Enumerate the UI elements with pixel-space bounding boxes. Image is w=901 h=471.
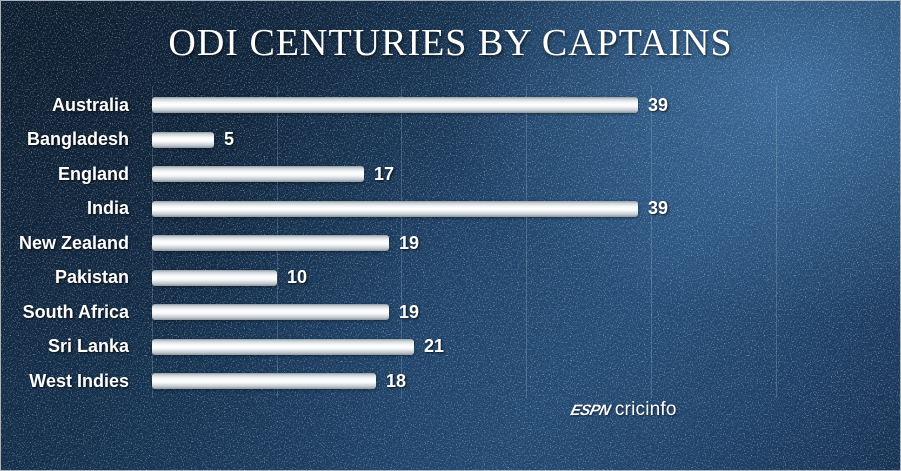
bar-track: 39 [152,198,900,218]
chart-row: Australia 39 [1,90,900,120]
bar-track: 5 [152,129,900,149]
gridline-50 [775,86,777,398]
value-label: 17 [374,163,395,184]
bar-track: 18 [152,370,900,391]
category-label: West Indies [29,370,129,391]
value-label: 39 [648,94,669,115]
gridline-30 [526,86,528,398]
gridline-20 [401,86,403,398]
bar [152,235,389,251]
bar [152,200,638,217]
espncricinfo-logo: ESPN cricinfo [568,399,677,421]
espn-logo: ESPN [568,401,612,419]
chart-row: Pakistan 10 [1,263,900,293]
value-label: 19 [399,232,420,253]
bar [152,166,364,182]
category-label: Sri Lanka [47,336,129,356]
bar [152,269,277,286]
category-label: Australia [51,94,129,115]
bar-track: 19 [152,301,900,322]
category-label: Bangladesh [26,129,129,149]
chart-row: South Africa 19 [1,297,900,327]
bar [152,97,638,113]
category-label: Pakistan [54,267,129,287]
category-label: South Africa [22,301,129,322]
chart-row: Bangladesh 5 [1,125,900,155]
value-label: 39 [648,198,669,218]
cricinfo-logo: cricinfo [614,399,677,420]
value-label: 21 [424,336,445,356]
chart-title: ODI CENTURIES BY CAPTAINS [168,22,733,64]
value-label: 10 [287,267,308,287]
bar [152,131,214,148]
plot-area: Australia 39 Bangladesh 5 England 17 India 39 Ne… [1,86,900,398]
bar-track: 10 [152,267,900,287]
category-label: New Zealand [18,232,129,253]
chart-row: West Indies 18 [1,366,900,396]
chart-row: India 39 [1,194,900,224]
value-label: 5 [224,129,235,149]
gridline-40 [650,86,652,398]
bar [152,338,414,355]
bar [152,373,376,389]
chart-row: England 17 [1,159,900,189]
category-label: India [86,198,129,218]
chart-row: New Zealand 19 [1,228,900,258]
bar-track: 19 [152,232,900,253]
bar-track: 21 [152,336,900,356]
value-label: 19 [399,301,420,322]
bar-track: 17 [152,163,900,184]
chart-row: Sri Lanka 21 [1,332,900,362]
value-label: 18 [386,370,407,391]
bar [152,304,389,320]
category-label: England [58,163,129,184]
bar-track: 39 [152,94,900,115]
